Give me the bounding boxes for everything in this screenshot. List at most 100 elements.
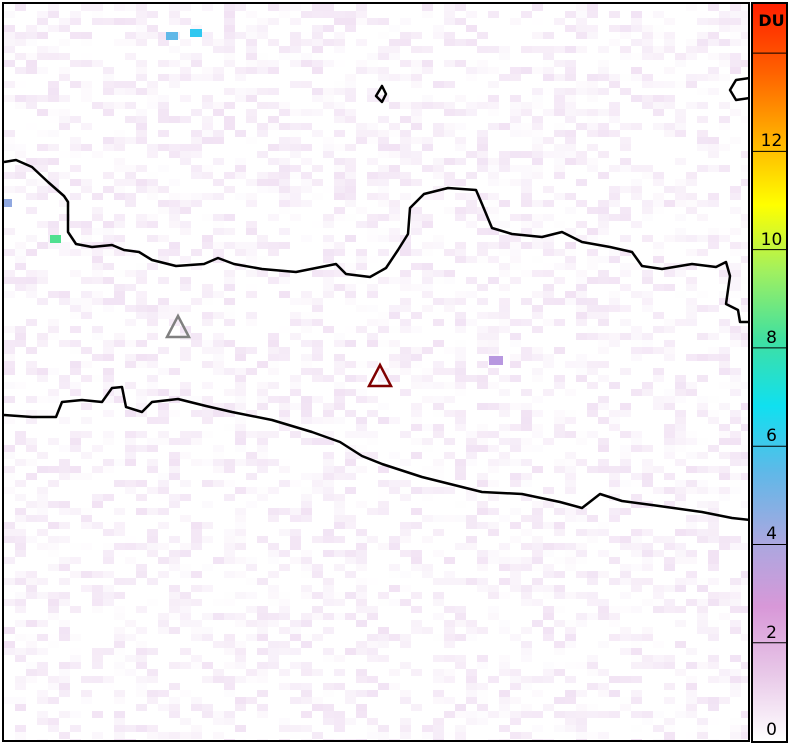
so2-pixel [686, 683, 697, 690]
so2-pixel [642, 347, 653, 354]
so2-pixel [499, 403, 510, 410]
so2-pixel [433, 690, 444, 697]
so2-pixel [257, 613, 268, 620]
so2-pixel [433, 732, 444, 739]
so2-pixel [642, 277, 653, 284]
so2-pixel [708, 410, 719, 417]
so2-pixel [532, 557, 543, 564]
so2-pixel [466, 74, 477, 81]
so2-pixel [576, 718, 587, 725]
so2-pixel [697, 536, 708, 543]
so2-pixel [125, 543, 136, 550]
so2-pixel [15, 326, 26, 333]
so2-pixel [26, 25, 37, 32]
so2-pixel [147, 669, 158, 676]
so2-pixel [730, 53, 741, 60]
so2-pixel [730, 39, 741, 46]
so2-pixel [576, 277, 587, 284]
so2-pixel [411, 508, 422, 515]
so2-pixel [81, 235, 92, 242]
so2-pixel [510, 473, 521, 480]
so2-pixel [400, 599, 411, 606]
so2-pixel [455, 466, 466, 473]
so2-pixel [411, 81, 422, 88]
so2-pixel [422, 487, 433, 494]
so2-pixel [433, 459, 444, 466]
so2-pixel [521, 676, 532, 683]
so2-pixel [521, 298, 532, 305]
so2-pixel [92, 501, 103, 508]
so2-pixel [26, 515, 37, 522]
so2-pixel [268, 410, 279, 417]
so2-pixel [37, 186, 48, 193]
so2-pixel [290, 697, 301, 704]
so2-pixel [312, 375, 323, 382]
so2-pixel [499, 53, 510, 60]
so2-pixel [345, 515, 356, 522]
so2-pixel [147, 711, 158, 718]
so2-pixel [114, 550, 125, 557]
so2-pixel [521, 67, 532, 74]
so2-pixel [323, 627, 334, 634]
so2-pixel [400, 102, 411, 109]
so2-pixel [664, 473, 675, 480]
so2-pixel [290, 725, 301, 732]
so2-pixel [400, 585, 411, 592]
so2-pixel [70, 725, 81, 732]
so2-pixel [477, 718, 488, 725]
so2-pixel [587, 466, 598, 473]
so2-pixel [730, 606, 741, 613]
so2-pixel [345, 697, 356, 704]
so2-pixel [202, 627, 213, 634]
so2-pixel [213, 711, 224, 718]
so2-pixel [477, 662, 488, 669]
so2-pixel [125, 179, 136, 186]
so2-pixel [444, 620, 455, 627]
so2-pixel [675, 214, 686, 221]
so2-pixel [246, 284, 257, 291]
so2-pixel [664, 347, 675, 354]
so2-pixel [741, 151, 748, 158]
so2-pixel [422, 305, 433, 312]
so2-pixel [521, 599, 532, 606]
so2-pixel [103, 368, 114, 375]
so2-pixel [345, 459, 356, 466]
so2-pixel [653, 641, 664, 648]
so2-pixel [15, 599, 26, 606]
so2-pixel [356, 676, 367, 683]
so2-pixel [334, 361, 345, 368]
so2-pixel [411, 361, 422, 368]
so2-pixel [488, 585, 499, 592]
so2-pixel [180, 662, 191, 669]
so2-pixel [609, 39, 620, 46]
so2-pixel [642, 711, 653, 718]
so2-pixel [697, 235, 708, 242]
so2-pixel [565, 242, 576, 249]
so2-pixel [279, 291, 290, 298]
so2-pixel [675, 557, 686, 564]
so2-pixel [389, 165, 400, 172]
so2-pixel [477, 228, 488, 235]
so2-pixel [356, 263, 367, 270]
so2-pixel [279, 459, 290, 466]
so2-pixel [532, 102, 543, 109]
so2-pixel [532, 95, 543, 102]
so2-pixel [279, 158, 290, 165]
so2-pixel [499, 438, 510, 445]
so2-pixel [675, 158, 686, 165]
so2-pixel [554, 277, 565, 284]
so2-pixel [620, 459, 631, 466]
so2-pixel [543, 550, 554, 557]
so2-pixel [59, 200, 70, 207]
so2-pixel [642, 11, 653, 18]
so2-pixel [180, 256, 191, 263]
so2-pixel [422, 382, 433, 389]
so2-pixel [202, 165, 213, 172]
so2-pixel [477, 256, 488, 263]
so2-pixel [92, 676, 103, 683]
so2-pixel [433, 718, 444, 725]
so2-pixel [301, 683, 312, 690]
so2-pixel [444, 627, 455, 634]
so2-pixel [499, 704, 510, 711]
so2-pixel [136, 214, 147, 221]
